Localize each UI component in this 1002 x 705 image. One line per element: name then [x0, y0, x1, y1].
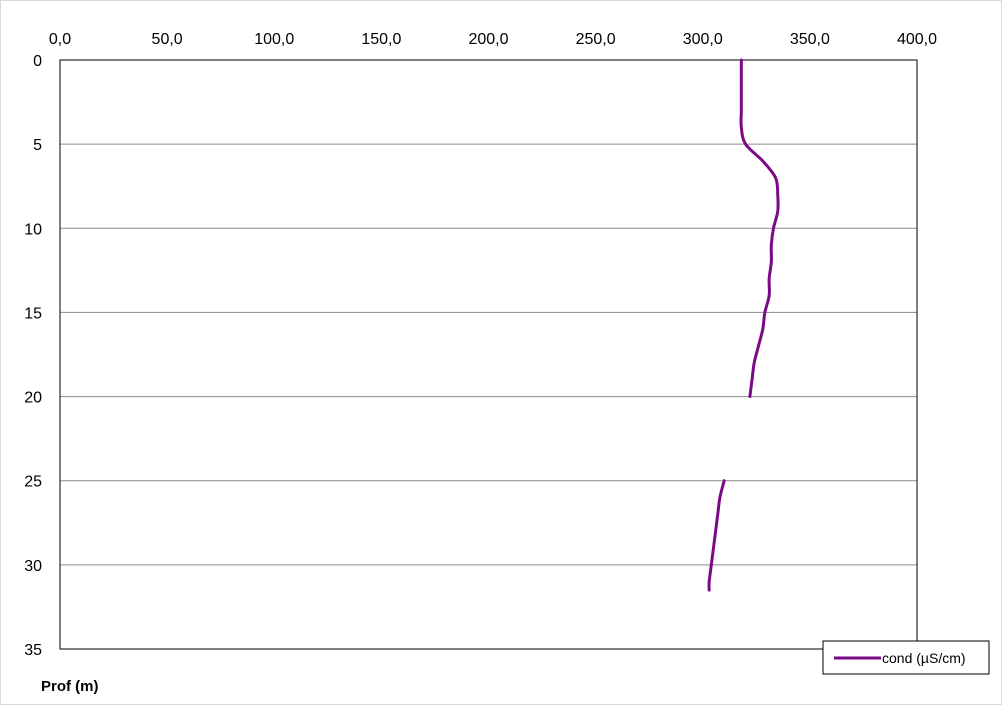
legend-label: cond (µS/cm): [882, 650, 966, 666]
x-tick-label: 100,0: [254, 31, 294, 48]
y-tick-label: 30: [24, 558, 42, 575]
x-tick-label: 300,0: [683, 31, 723, 48]
x-tick-label: 50,0: [152, 31, 183, 48]
series-lines: [707, 58, 780, 592]
x-tick-label: 400,0: [897, 31, 937, 48]
x-axis-tick-labels: 0,0 50,0 100,0 150,0 200,0 250,0 300,0 350,0 400…: [49, 31, 937, 48]
gridlines: [60, 143, 917, 566]
y-tick-label: 15: [24, 305, 42, 322]
x-tick-label: 150,0: [361, 31, 401, 48]
y-axis-label: Prof (m): [41, 678, 99, 695]
y-tick-label: 10: [24, 221, 42, 238]
x-tick-label: 250,0: [576, 31, 616, 48]
y-tick-label: 5: [33, 137, 42, 154]
y-tick-label: 25: [24, 474, 42, 491]
plot-area-background: [60, 60, 917, 649]
y-axis-tick-labels: 0 5 10 15 20 25 30 35: [24, 53, 42, 659]
series-line-conductivity: [739, 58, 780, 399]
x-tick-label: 200,0: [468, 31, 508, 48]
legend: cond (µS/cm): [822, 640, 990, 675]
series-line-conductivity: [707, 479, 726, 592]
y-tick-label: 35: [24, 642, 42, 659]
x-tick-label: 0,0: [49, 31, 71, 48]
plot-area-border: [59, 59, 918, 650]
x-tick-label: 350,0: [790, 31, 830, 48]
y-tick-label: 20: [24, 390, 42, 407]
y-tick-label: 0: [33, 53, 42, 70]
